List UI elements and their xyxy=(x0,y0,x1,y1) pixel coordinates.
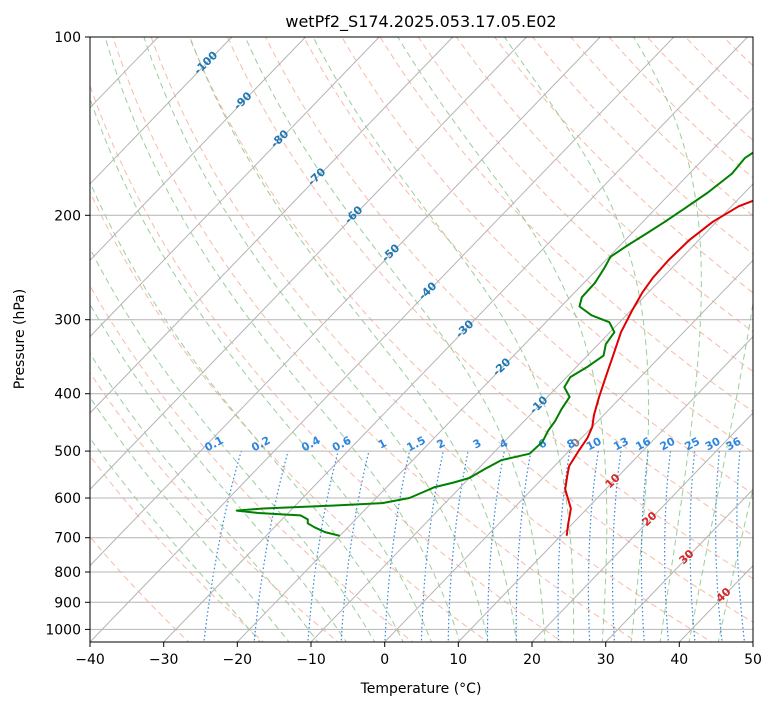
skewed-isotherm xyxy=(605,488,753,642)
dry-adiabat xyxy=(303,37,753,495)
skewed-isotherm xyxy=(90,37,454,414)
mixing-ratio-label: 36 xyxy=(724,435,744,454)
skewed-isotherm xyxy=(90,37,601,567)
x-tick-label: 0 xyxy=(380,652,389,668)
skewed-isotherms xyxy=(0,37,753,642)
y-tick-label: 400 xyxy=(54,387,81,403)
mixing-ratio-label: 25 xyxy=(682,435,702,454)
plot-frame xyxy=(89,36,754,643)
dry-adiabat xyxy=(150,37,713,642)
mixing-ratio-label: 20 xyxy=(658,435,678,454)
mixing-ratio-line xyxy=(664,451,672,642)
skewed-isotherm xyxy=(752,641,753,642)
x-tick-label: 40 xyxy=(670,652,688,668)
plot-area xyxy=(90,37,753,642)
mixing-ratio-label: 10 xyxy=(584,435,604,454)
skewed-isotherm xyxy=(384,259,753,642)
dry-adiabat xyxy=(226,37,753,580)
y-tick-label: 800 xyxy=(54,565,81,581)
skewed-isotherm xyxy=(457,335,753,642)
temperature-profile xyxy=(564,199,753,536)
y-tick-label: 700 xyxy=(54,531,81,547)
y-tick-label: 200 xyxy=(54,208,81,224)
profiles xyxy=(235,151,753,537)
skewed-isotherm xyxy=(236,106,753,642)
x-tick-label: 10 xyxy=(449,652,467,668)
skewed-isotherm xyxy=(90,37,233,185)
mixing-ratio-line xyxy=(557,450,571,642)
x-axis: −40 −30 −20 −10 0 10 20 30 40 50 xyxy=(75,642,762,668)
x-tick-label: −20 xyxy=(223,652,253,668)
chart-title: wetPf2_S174.2025.053.17.05.E02 xyxy=(285,12,556,32)
skewed-isotherm xyxy=(310,183,753,642)
x-tick-label: 30 xyxy=(597,652,615,668)
mixing-ratio-line xyxy=(758,451,767,644)
x-tick-label: 50 xyxy=(744,652,762,668)
skewed-isotherm xyxy=(90,37,380,338)
skewed-isotherm xyxy=(90,37,675,642)
skewed-isotherm xyxy=(90,37,527,491)
pressure-gridlines xyxy=(90,37,753,630)
x-tick-label: −10 xyxy=(296,652,326,668)
y-tick-label: 600 xyxy=(54,491,81,507)
y-axis: 100 200 300 400 500 600 700 800 900 1000 xyxy=(45,30,90,638)
x-tick-label: −40 xyxy=(75,652,105,668)
mixing-ratio-label: 16 xyxy=(633,435,653,454)
y-axis-label: Pressure (hPa) xyxy=(12,289,28,389)
skewed-isotherm xyxy=(90,37,306,262)
mixing-ratio-label: 30 xyxy=(703,435,723,454)
mixing-ratio-line xyxy=(587,451,599,642)
x-tick-label: 20 xyxy=(523,652,541,668)
y-tick-label: 500 xyxy=(54,444,81,460)
dry-adiabat xyxy=(90,284,414,642)
skewed-isotherm xyxy=(163,37,748,642)
mixing-ratio-label: 13 xyxy=(611,435,631,454)
mixing-ratio-lines xyxy=(203,450,767,644)
dry-adiabat xyxy=(455,37,753,333)
x-axis-label: Temperature (°C) xyxy=(360,681,482,697)
dewpoint-profile xyxy=(235,151,753,537)
skewed-isotherm xyxy=(0,37,11,642)
moist-adiabat xyxy=(90,247,376,642)
skewed-isotherm xyxy=(531,412,753,642)
x-tick-label: −30 xyxy=(149,652,179,668)
mixing-ratio-line xyxy=(689,451,696,642)
mixing-ratio-line xyxy=(640,451,649,642)
dry-adiabat xyxy=(265,37,753,537)
y-tick-label: 1000 xyxy=(45,622,81,638)
y-tick-label: 100 xyxy=(54,30,81,46)
moist-adiabat xyxy=(90,96,432,642)
mixing-ratio-line xyxy=(611,451,622,642)
y-tick-label: 900 xyxy=(54,595,81,611)
y-tick-label: 300 xyxy=(54,313,81,329)
